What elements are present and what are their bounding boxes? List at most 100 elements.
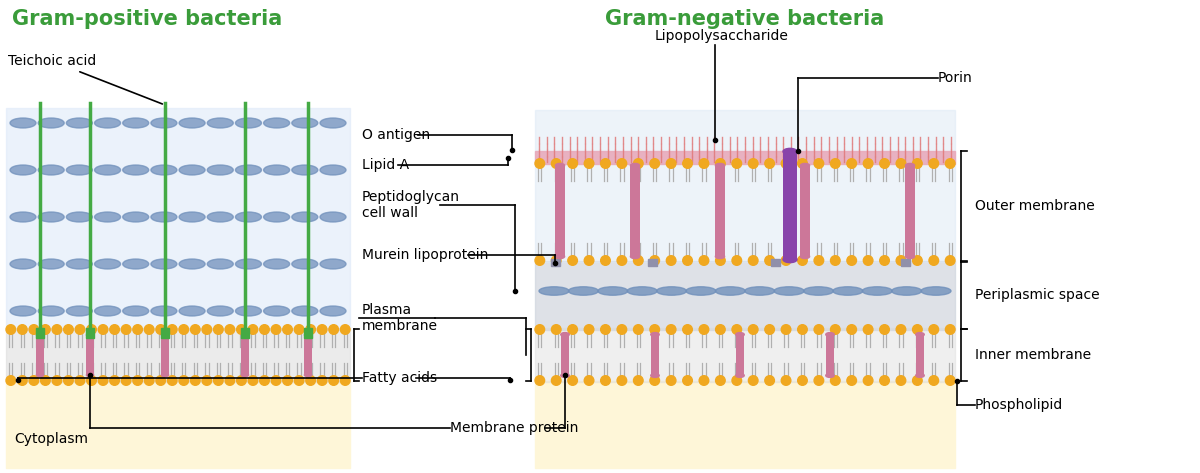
Ellipse shape	[36, 333, 43, 337]
Ellipse shape	[305, 373, 312, 377]
Ellipse shape	[569, 287, 599, 295]
Circle shape	[781, 256, 791, 265]
Circle shape	[830, 159, 840, 168]
Circle shape	[929, 324, 938, 334]
Circle shape	[535, 159, 545, 168]
Circle shape	[929, 256, 938, 265]
Circle shape	[764, 256, 774, 265]
Circle shape	[202, 324, 211, 334]
Ellipse shape	[95, 306, 120, 316]
Text: Phospholipid: Phospholipid	[976, 398, 1063, 412]
Circle shape	[650, 376, 660, 385]
Circle shape	[814, 324, 823, 334]
Circle shape	[535, 256, 545, 265]
Ellipse shape	[179, 259, 205, 269]
Circle shape	[552, 256, 562, 265]
Circle shape	[650, 159, 660, 168]
Circle shape	[202, 376, 211, 385]
Circle shape	[552, 159, 562, 168]
Circle shape	[683, 256, 692, 265]
Ellipse shape	[208, 306, 233, 316]
Circle shape	[552, 376, 562, 385]
Ellipse shape	[208, 212, 233, 222]
Bar	[535, 261, 955, 330]
Circle shape	[52, 376, 61, 385]
Circle shape	[601, 324, 611, 334]
Bar	[241, 328, 250, 338]
Ellipse shape	[122, 118, 149, 128]
Circle shape	[764, 159, 774, 168]
Text: Cytoplasm: Cytoplasm	[14, 432, 88, 446]
Circle shape	[798, 324, 808, 334]
Ellipse shape	[151, 212, 176, 222]
Circle shape	[283, 324, 293, 334]
Circle shape	[912, 256, 922, 265]
Circle shape	[946, 376, 955, 385]
Circle shape	[634, 159, 643, 168]
Text: Murein lipoprotein: Murein lipoprotein	[362, 248, 488, 262]
Text: Lipid A: Lipid A	[362, 158, 409, 172]
Circle shape	[617, 159, 626, 168]
Circle shape	[912, 159, 922, 168]
Bar	[906, 166, 914, 256]
Ellipse shape	[715, 254, 725, 259]
Ellipse shape	[36, 373, 43, 377]
Circle shape	[715, 159, 725, 168]
Ellipse shape	[122, 306, 149, 316]
Circle shape	[259, 324, 269, 334]
Bar	[535, 110, 955, 262]
Circle shape	[830, 256, 840, 265]
Ellipse shape	[264, 118, 289, 128]
Ellipse shape	[38, 259, 64, 269]
Ellipse shape	[10, 306, 36, 316]
Circle shape	[683, 324, 692, 334]
Text: Membrane protein: Membrane protein	[450, 421, 578, 435]
Ellipse shape	[686, 287, 716, 295]
Circle shape	[109, 376, 119, 385]
Circle shape	[76, 324, 85, 334]
Circle shape	[191, 324, 200, 334]
Circle shape	[634, 376, 643, 385]
Ellipse shape	[235, 212, 262, 222]
Ellipse shape	[598, 287, 628, 295]
Circle shape	[798, 256, 808, 265]
Ellipse shape	[66, 259, 92, 269]
Circle shape	[896, 376, 906, 385]
Ellipse shape	[320, 306, 346, 316]
Ellipse shape	[745, 287, 775, 295]
Ellipse shape	[784, 149, 797, 155]
Circle shape	[634, 324, 643, 334]
Circle shape	[700, 159, 709, 168]
Circle shape	[666, 324, 676, 334]
Circle shape	[29, 324, 38, 334]
Ellipse shape	[264, 165, 289, 175]
Circle shape	[121, 324, 131, 334]
Ellipse shape	[38, 165, 64, 175]
Circle shape	[946, 324, 955, 334]
Circle shape	[896, 324, 906, 334]
Ellipse shape	[235, 118, 262, 128]
Circle shape	[584, 256, 594, 265]
Bar	[304, 328, 312, 338]
Bar	[826, 334, 834, 376]
Circle shape	[830, 376, 840, 385]
Circle shape	[568, 256, 577, 265]
Circle shape	[144, 324, 154, 334]
Circle shape	[236, 376, 246, 385]
Ellipse shape	[292, 306, 318, 316]
Circle shape	[666, 376, 676, 385]
Circle shape	[584, 159, 594, 168]
Circle shape	[226, 324, 235, 334]
Ellipse shape	[66, 212, 92, 222]
Circle shape	[863, 324, 872, 334]
Circle shape	[863, 159, 872, 168]
Ellipse shape	[86, 333, 94, 337]
Bar	[6, 381, 350, 468]
Circle shape	[601, 159, 611, 168]
Ellipse shape	[715, 287, 745, 295]
Circle shape	[584, 376, 594, 385]
Circle shape	[847, 256, 857, 265]
Circle shape	[847, 376, 857, 385]
Ellipse shape	[292, 259, 318, 269]
Circle shape	[749, 324, 758, 334]
